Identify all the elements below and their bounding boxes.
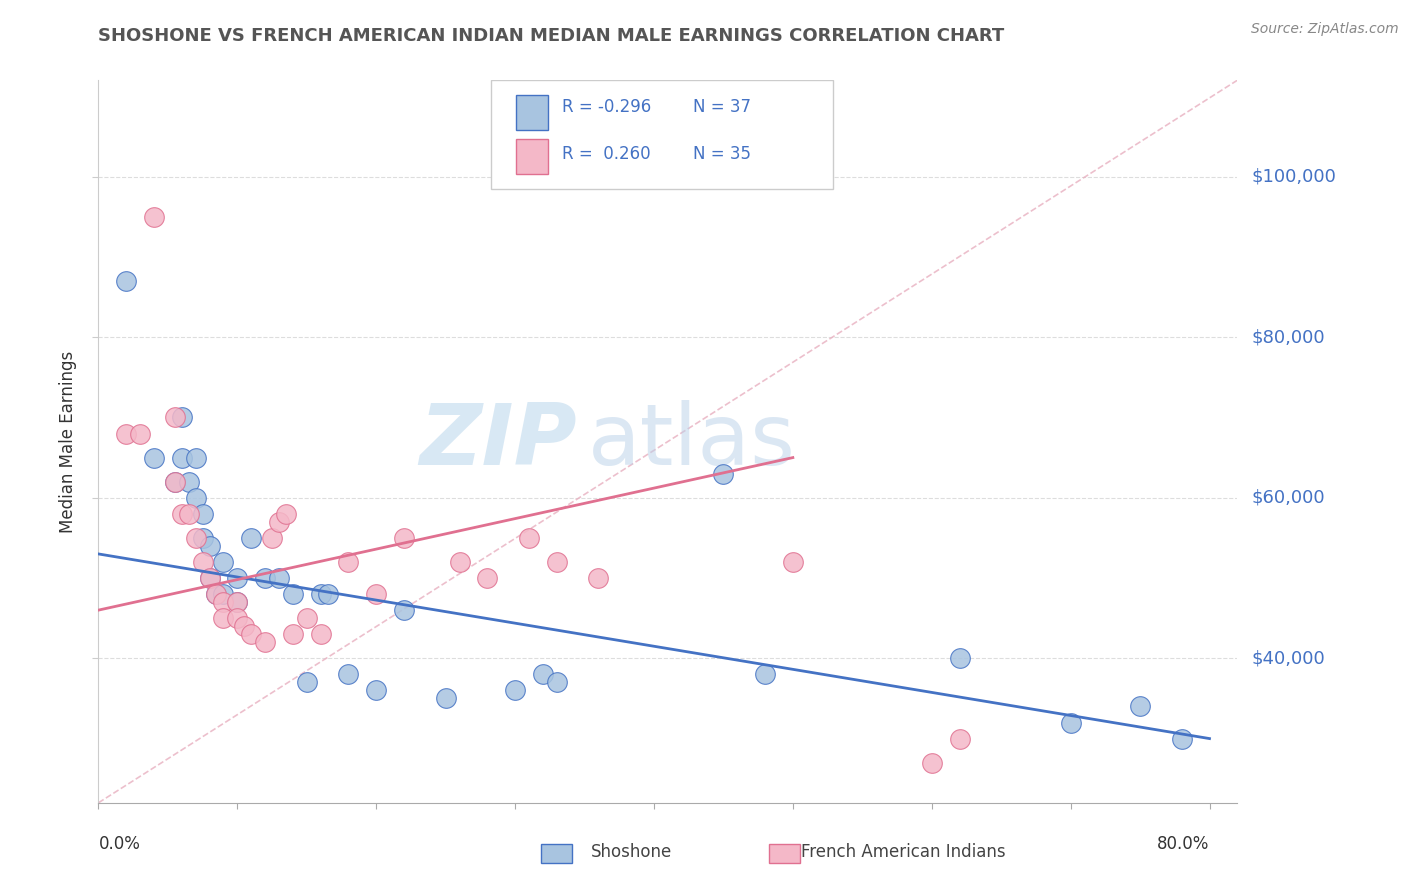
Point [366,683,388,698]
Point [316,587,339,601]
Point [254,571,277,585]
Text: $60,000: $60,000 [1251,489,1324,507]
Point [212,587,235,601]
Point [191,555,214,569]
Point [260,531,283,545]
Point [392,531,415,545]
Point [309,627,332,641]
Point [503,683,526,698]
Point [274,507,297,521]
FancyBboxPatch shape [516,139,548,174]
Point [205,587,228,601]
Point [392,603,415,617]
Point [226,595,249,609]
Point [115,426,138,441]
Point [226,571,249,585]
Point [163,475,186,489]
Point [177,475,200,489]
Point [198,571,221,585]
FancyBboxPatch shape [491,80,832,189]
Text: $40,000: $40,000 [1251,649,1324,667]
Y-axis label: Median Male Earnings: Median Male Earnings [59,351,77,533]
Point [143,210,166,224]
Point [337,667,360,681]
Text: N = 35: N = 35 [693,145,751,163]
Point [170,507,193,521]
Point [184,531,207,545]
Point [267,571,290,585]
Point [517,531,540,545]
Point [477,571,499,585]
Text: $100,000: $100,000 [1251,168,1336,186]
Point [267,515,290,529]
Point [434,691,457,706]
Point [198,539,221,553]
Point [170,410,193,425]
Point [782,555,804,569]
Point [281,627,304,641]
Point [1129,699,1152,714]
Point [948,731,970,746]
Point [184,491,207,505]
Point [163,475,186,489]
Text: Shoshone: Shoshone [591,843,672,861]
Point [205,587,228,601]
Text: French American Indians: French American Indians [801,843,1007,861]
Point [588,571,610,585]
Text: N = 37: N = 37 [693,98,751,116]
Point [191,531,214,545]
Point [129,426,152,441]
Point [212,595,235,609]
Point [254,635,277,649]
Point [212,611,235,625]
Point [281,587,304,601]
Point [240,531,263,545]
Point [531,667,554,681]
Point [233,619,256,633]
FancyBboxPatch shape [516,95,548,129]
Text: $80,000: $80,000 [1251,328,1324,346]
Point [754,667,776,681]
Point [295,611,318,625]
Point [366,587,388,601]
Text: atlas: atlas [588,400,796,483]
Point [198,571,221,585]
Point [170,450,193,465]
Point [948,651,970,665]
Text: SHOSHONE VS FRENCH AMERICAN INDIAN MEDIAN MALE EARNINGS CORRELATION CHART: SHOSHONE VS FRENCH AMERICAN INDIAN MEDIA… [98,27,1005,45]
Point [449,555,471,569]
Point [337,555,360,569]
Point [226,611,249,625]
Point [921,756,943,770]
Point [240,627,263,641]
Point [309,587,332,601]
Point [546,555,568,569]
Text: 80.0%: 80.0% [1157,835,1209,853]
Point [191,507,214,521]
Point [177,507,200,521]
Point [1059,715,1081,730]
Text: Source: ZipAtlas.com: Source: ZipAtlas.com [1251,22,1399,37]
Point [713,467,735,481]
Text: 0.0%: 0.0% [98,835,141,853]
Text: R =  0.260: R = 0.260 [562,145,651,163]
Point [184,450,207,465]
Text: ZIP: ZIP [419,400,576,483]
Point [1170,731,1192,746]
Point [226,595,249,609]
Point [546,675,568,690]
Point [143,450,166,465]
Point [163,410,186,425]
Point [115,274,138,288]
Point [295,675,318,690]
Text: R = -0.296: R = -0.296 [562,98,651,116]
Point [212,555,235,569]
